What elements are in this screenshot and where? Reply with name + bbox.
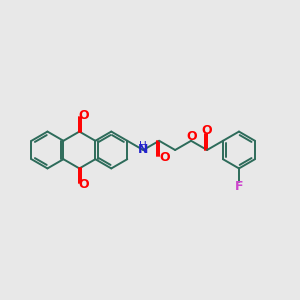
- Text: O: O: [79, 109, 89, 122]
- Text: N: N: [137, 143, 148, 156]
- Text: F: F: [235, 180, 243, 193]
- Text: O: O: [186, 130, 197, 143]
- Text: O: O: [79, 178, 89, 191]
- Text: O: O: [202, 124, 212, 137]
- Text: H: H: [139, 141, 146, 151]
- Text: O: O: [159, 151, 169, 164]
